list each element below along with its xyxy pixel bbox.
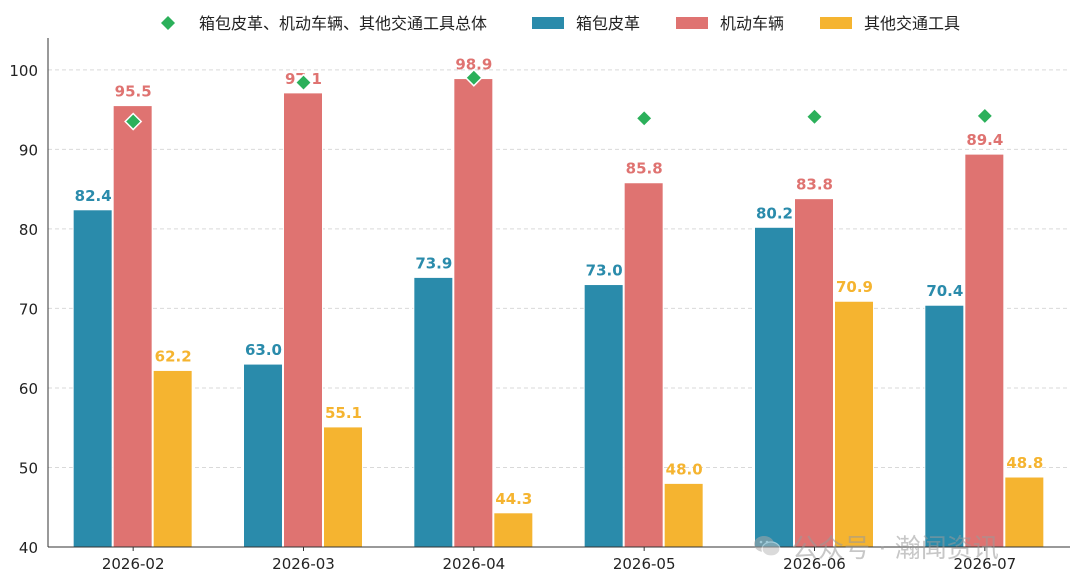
bar [623, 182, 664, 548]
data-label: 73.0 [586, 262, 623, 280]
data-label: 48.8 [1006, 454, 1043, 472]
bar [243, 363, 283, 548]
y-tick-label: 60 [19, 380, 38, 398]
y-tick-label: 40 [19, 539, 38, 557]
x-tick-label: 2026-03 [272, 555, 335, 573]
legend-label: 箱包皮革 [576, 14, 640, 33]
data-label: 89.4 [966, 131, 1003, 149]
legend-label: 其他交通工具 [864, 14, 960, 33]
overlay-point [635, 109, 654, 128]
bar [283, 92, 323, 548]
overlay-point [975, 106, 994, 126]
data-label: 63.0 [245, 341, 282, 359]
bar [413, 276, 454, 548]
data-label: 44.3 [495, 490, 532, 508]
data-label: 48.0 [666, 460, 703, 478]
overlay-point [124, 112, 143, 131]
overlay-point [805, 107, 824, 126]
data-label: 98.9 [455, 56, 492, 74]
x-tick-label: 2026-02 [102, 555, 165, 573]
y-tick-label: 90 [19, 141, 38, 159]
bar [794, 198, 834, 548]
data-label: 73.9 [415, 254, 452, 272]
bar [754, 226, 794, 548]
y-tick-label: 100 [9, 62, 38, 80]
legend-swatch [820, 17, 852, 29]
bar [663, 482, 704, 548]
legend-swatch [676, 17, 708, 29]
legend-label: 机动车辆 [720, 14, 784, 33]
bar [453, 78, 494, 548]
bar [323, 426, 363, 548]
y-tick-label: 70 [19, 300, 38, 318]
watermark: 公众号 · 瀚闻资讯 [752, 522, 1072, 570]
bar [1004, 476, 1045, 548]
data-label: 62.2 [155, 347, 192, 365]
overlay-point [294, 73, 313, 92]
legend-label: 箱包皮革、机动车辆、其他交通工具总体 [199, 14, 487, 33]
bar [964, 153, 1005, 548]
x-tick-label: 2026-06 [783, 555, 846, 573]
legend-swatch [532, 17, 564, 29]
bar [493, 512, 534, 548]
y-tick-label: 80 [19, 221, 38, 239]
data-label: 55.1 [325, 404, 362, 422]
data-label: 80.2 [756, 204, 793, 222]
x-tick-label: 2026-05 [613, 555, 676, 573]
overlay-point [464, 68, 483, 87]
bar [924, 304, 965, 548]
y-tick-label: 50 [19, 459, 38, 477]
data-label: 85.8 [626, 160, 663, 178]
data-label: 95.5 [115, 83, 152, 101]
bar [834, 300, 874, 548]
bar [72, 209, 113, 548]
bar [152, 369, 193, 548]
x-tick-label: 2026-04 [442, 555, 505, 573]
x-tick-label: 2026-07 [953, 555, 1016, 573]
data-label: 82.4 [75, 187, 112, 205]
bar [583, 284, 624, 548]
watermark-text: 公众号 · 瀚闻资讯 [792, 533, 999, 564]
wechat-icon [754, 536, 781, 557]
data-label: 70.4 [926, 282, 963, 300]
bar [112, 105, 153, 548]
data-label: 83.8 [796, 176, 833, 194]
legend-marker [161, 16, 175, 30]
data-label: 70.9 [836, 278, 873, 296]
